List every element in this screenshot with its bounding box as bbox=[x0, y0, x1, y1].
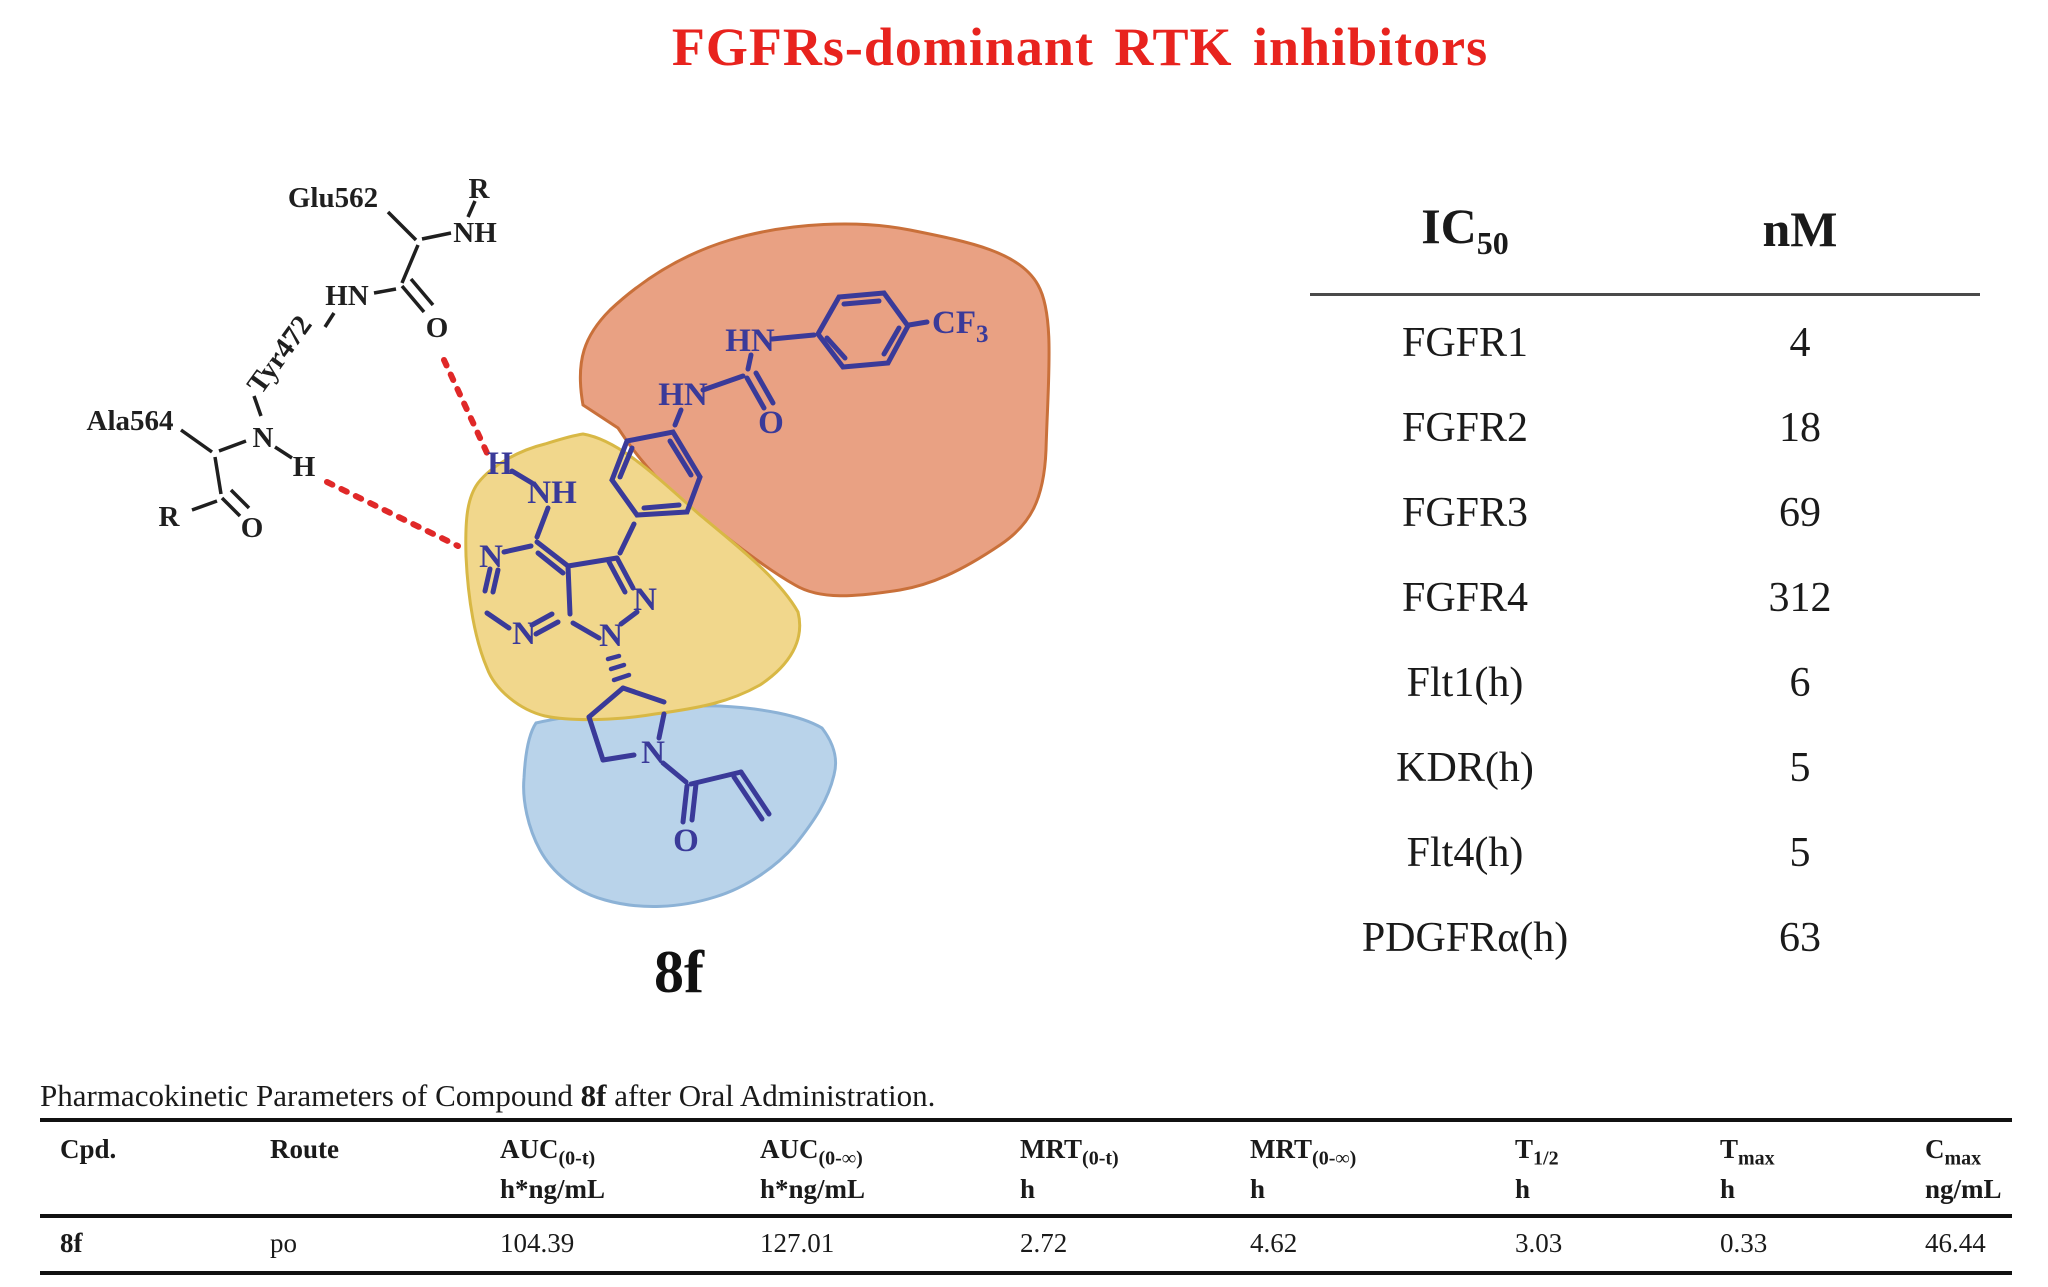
ic50-table-rows: FGFR1 4 FGFR2 18 FGFR3 69 FGFR4 312 Flt1(h) 6… bbox=[1310, 300, 1980, 980]
ligand-n-pyrimidine-bottom: N bbox=[512, 616, 536, 652]
residue-label-tyr472: Tyr472 bbox=[241, 310, 319, 400]
residue-r-top: R bbox=[469, 173, 491, 205]
ligand-n-pyrazole-1: N bbox=[599, 618, 623, 654]
ic50-value: 63 bbox=[1779, 914, 1821, 961]
residue-nh: NH bbox=[453, 217, 497, 249]
hinge-residues bbox=[179, 200, 477, 518]
pk-header-route: Route bbox=[270, 1134, 339, 1164]
ligand-hn-aniline: HN bbox=[658, 377, 708, 413]
pk-header-cpd: Cpd. bbox=[60, 1134, 117, 1164]
residue-label-ala564: Ala564 bbox=[87, 405, 174, 437]
table-row: PDGFRα(h) 63 bbox=[1310, 895, 1980, 980]
ic50-value: 4 bbox=[1789, 319, 1811, 366]
kinase-name: Flt4(h) bbox=[1406, 829, 1524, 876]
ic50-value: 5 bbox=[1789, 744, 1811, 791]
kinase-name: KDR(h) bbox=[1396, 744, 1534, 791]
kinase-name: FGFR1 bbox=[1401, 319, 1529, 366]
compound-name-label: 8f bbox=[654, 939, 704, 1005]
pk-value-mrt0inf: 4.62 bbox=[1250, 1228, 1298, 1259]
kinase-name: FGFR4 bbox=[1401, 574, 1529, 621]
ligand-h-label: H bbox=[487, 446, 513, 482]
kinase-name: Flt1(h) bbox=[1406, 659, 1524, 706]
ligand-nh-label: NH bbox=[527, 475, 577, 511]
hbond-glu562-to-ligand bbox=[441, 357, 490, 456]
pk-table-data-row: 8f po 104.39 127.01 2.72 4.62 3.03 0.33 … bbox=[40, 1218, 2012, 1271]
table-row: FGFR1 4 bbox=[1310, 300, 1980, 385]
residue-o-bottom: O bbox=[241, 512, 264, 544]
hydrogen-bonds bbox=[324, 357, 490, 549]
hinge-pocket-blob-yellow bbox=[464, 432, 802, 722]
pk-header-tmax: Tmax h bbox=[1720, 1134, 1775, 1205]
pk-header-mrt0inf: MRT(0-∞) h bbox=[1250, 1134, 1357, 1205]
pk-header-auc0inf: AUC(0-∞) h*ng/mL bbox=[760, 1134, 866, 1205]
pk-value-thalf: 3.03 bbox=[1515, 1228, 1563, 1259]
table-row: FGFR4 312 bbox=[1310, 555, 1980, 640]
pk-value-route: po bbox=[270, 1228, 297, 1259]
ligand-n-pyrrolidine: N bbox=[641, 735, 665, 771]
pk-table-caption: Pharmacokinetic Parameters of Compound 8… bbox=[40, 1078, 936, 1113]
solvent-pocket-blob-blue bbox=[522, 704, 838, 908]
pk-value-tmax: 0.33 bbox=[1720, 1228, 1768, 1259]
ic50-header-cell: IC50 bbox=[1421, 197, 1509, 261]
ligand-atom-labels: H NH N N N N HN HN O CF3 N O bbox=[479, 305, 988, 859]
ic50-value: 69 bbox=[1779, 489, 1821, 536]
pk-table-header-row: Cpd. Route AUC(0-t) h*ng/mL AUC(0-∞) h*ng/… bbox=[40, 1122, 2012, 1219]
pk-value-cpd: 8f bbox=[60, 1228, 83, 1259]
compound-binding-figure: Glu562 R NH HN O Tyr472 Ala564 N H R O bbox=[87, 173, 1051, 908]
pk-value-auc0t: 104.39 bbox=[500, 1228, 575, 1259]
ic50-table: IC50 nM FGFR1 4 FGFR2 18 FGFR3 69 FGFR4 312 … bbox=[1310, 190, 1980, 980]
table-row: KDR(h) 5 bbox=[1310, 725, 1980, 810]
pk-value-cmax: 46.44 bbox=[1925, 1228, 1986, 1259]
ic50-value: 5 bbox=[1789, 829, 1811, 876]
pk-header-thalf: T1/2 h bbox=[1515, 1134, 1559, 1205]
table-row: Flt1(h) 6 bbox=[1310, 640, 1980, 725]
hydrophobic-pocket-blob-orange bbox=[578, 222, 1051, 598]
residue-n: N bbox=[253, 422, 274, 454]
kinase-name: PDGFRα(h) bbox=[1361, 914, 1569, 961]
ligand-hn-urea: HN bbox=[725, 323, 775, 359]
ic50-table-header: IC50 nM bbox=[1310, 190, 1980, 268]
kinase-name: FGFR2 bbox=[1401, 404, 1529, 451]
table-row: Flt4(h) 5 bbox=[1310, 810, 1980, 895]
table-row: FGFR2 18 bbox=[1310, 385, 1980, 470]
ic50-value: 18 bbox=[1779, 404, 1821, 451]
ligand-n-pyrazole-2: N bbox=[633, 582, 657, 618]
pk-header-cmax: Cmax ng/mL bbox=[1925, 1134, 2002, 1205]
hbond-ala564-to-ligand bbox=[324, 479, 461, 549]
residue-label-glu562: Glu562 bbox=[288, 182, 378, 214]
residue-h: H bbox=[293, 451, 316, 483]
hinge-residue-labels: Glu562 R NH HN O Tyr472 Ala564 N H R O bbox=[87, 173, 498, 544]
ligand-bonds bbox=[482, 290, 930, 825]
ic50-value: 6 bbox=[1789, 659, 1811, 706]
pk-value-mrt0t: 2.72 bbox=[1020, 1228, 1068, 1259]
pk-header-mrt0t: MRT(0-t) h bbox=[1020, 1134, 1119, 1205]
residue-r-bottom: R bbox=[159, 501, 181, 533]
residue-o-top: O bbox=[426, 312, 449, 344]
kinase-name: FGFR3 bbox=[1401, 489, 1529, 536]
ligand-cf3-label: CF3 bbox=[932, 305, 989, 348]
pk-header-auc0t: AUC(0-t) h*ng/mL bbox=[500, 1134, 606, 1205]
pk-value-auc0inf: 127.01 bbox=[760, 1228, 835, 1259]
table-row: FGFR3 69 bbox=[1310, 470, 1980, 555]
ic50-value: 312 bbox=[1768, 574, 1832, 621]
ligand-o-acryloyl: O bbox=[673, 823, 699, 859]
figure-title: FGFRs-dominant RTK inhibitors bbox=[671, 17, 1489, 77]
ic50-header-rule bbox=[1310, 293, 1980, 296]
pk-caption-compound: 8f bbox=[580, 1078, 607, 1113]
ligand-n-pyrimidine-top: N bbox=[479, 539, 503, 575]
ligand-o-urea: O bbox=[758, 405, 784, 441]
ic50-unit-header-cell: nM bbox=[1762, 201, 1838, 257]
pk-table: Cpd. Route AUC(0-t) h*ng/mL AUC(0-∞) h*ng/… bbox=[40, 1118, 2012, 1276]
residue-hn: HN bbox=[325, 280, 369, 312]
